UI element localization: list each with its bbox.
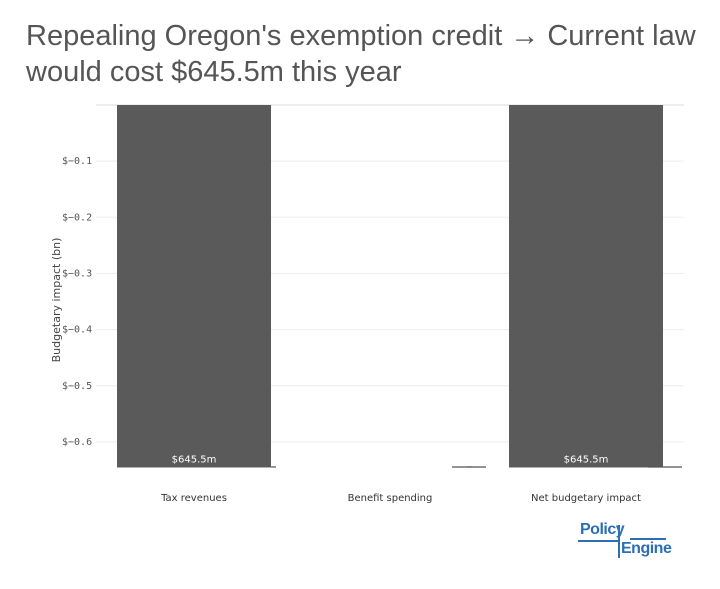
bar (509, 105, 663, 468)
y-tick-labels: $−0.1 $−0.2 $−0.3 $−0.4 $−0.5 $−0.6 (62, 156, 92, 448)
category-label: Benefit spending (348, 493, 433, 504)
category-label: Net budgetary impact (531, 493, 641, 504)
y-tick-label: $−0.2 (62, 212, 92, 223)
data-labels: $645.5m $645.5m (172, 454, 609, 465)
category-label: Tax revenues (160, 493, 227, 504)
y-tick-label: $−0.4 (62, 325, 92, 336)
policyengine-logo: Policy Engine (578, 521, 678, 561)
logo-bar (618, 525, 620, 558)
bar (117, 105, 271, 468)
y-tick-label: $−0.1 (62, 156, 92, 167)
chart-title: Repealing Oregon's exemption credit → Cu… (26, 20, 696, 88)
y-axis-label: Budgetary impact (bn) (50, 238, 63, 363)
bars (117, 105, 663, 468)
y-tick-label: $−0.5 (62, 381, 92, 392)
data-label: $645.5m (564, 454, 609, 465)
logo-line-top (630, 538, 666, 540)
logo-line-bottom (578, 540, 618, 542)
y-tick-label: $−0.6 (62, 437, 92, 448)
logo-text-policy: Policy (580, 521, 625, 538)
logo-text-engine: Engine (621, 540, 672, 557)
y-tick-label: $−0.3 (62, 268, 92, 279)
category-labels: Tax revenues Benefit spending Net budgetar… (160, 493, 641, 504)
data-label: $645.5m (172, 454, 217, 465)
